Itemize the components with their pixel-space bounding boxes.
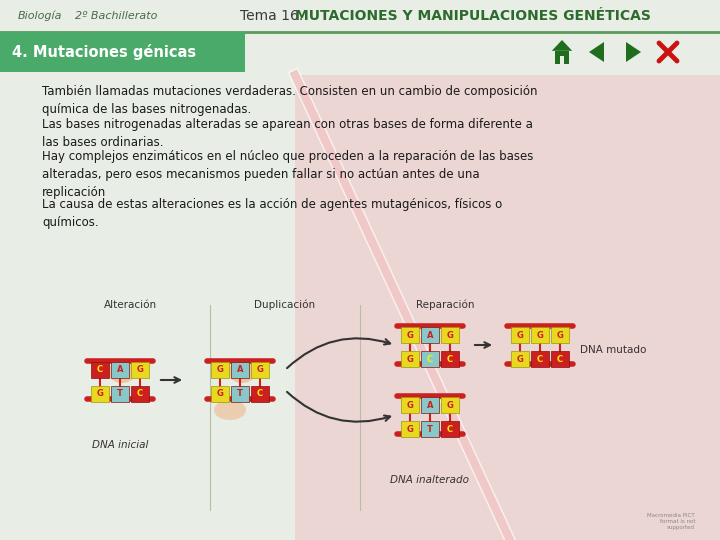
Bar bbox=[0, 32, 245, 72]
Text: Biología: Biología bbox=[18, 11, 63, 21]
Text: Hay complejos enzimáticos en el núcleo que proceden a la reparación de las bases: Hay complejos enzimáticos en el núcleo q… bbox=[42, 150, 534, 199]
Bar bbox=[131, 386, 149, 402]
Bar bbox=[91, 386, 109, 402]
Text: C: C bbox=[447, 354, 453, 363]
Bar bbox=[91, 362, 109, 378]
Text: Duplicación: Duplicación bbox=[254, 300, 315, 310]
Text: G: G bbox=[407, 330, 413, 340]
Text: G: G bbox=[536, 330, 544, 340]
Text: G: G bbox=[256, 366, 264, 375]
Polygon shape bbox=[552, 40, 572, 51]
Text: G: G bbox=[407, 424, 413, 434]
Text: G: G bbox=[137, 366, 143, 375]
Bar bbox=[401, 351, 419, 367]
Bar bbox=[131, 362, 149, 378]
Text: Tema 16.: Tema 16. bbox=[240, 9, 307, 23]
Text: G: G bbox=[557, 330, 564, 340]
Text: A: A bbox=[427, 330, 433, 340]
Polygon shape bbox=[295, 75, 720, 540]
Text: C: C bbox=[137, 389, 143, 399]
Bar bbox=[421, 351, 439, 367]
Bar bbox=[511, 351, 529, 367]
Bar bbox=[421, 421, 439, 437]
Bar bbox=[511, 327, 529, 343]
Text: T: T bbox=[237, 389, 243, 399]
Bar bbox=[421, 327, 439, 343]
Bar bbox=[441, 421, 459, 437]
Bar bbox=[441, 397, 459, 413]
Ellipse shape bbox=[108, 361, 136, 383]
Ellipse shape bbox=[214, 400, 246, 420]
Bar bbox=[231, 362, 249, 378]
Text: DNA mutado: DNA mutado bbox=[580, 345, 647, 355]
Text: A: A bbox=[117, 366, 123, 375]
Text: También llamadas mutaciones verdaderas. Consisten en un cambio de composición
qu: También llamadas mutaciones verdaderas. … bbox=[42, 85, 538, 116]
Text: C: C bbox=[447, 424, 453, 434]
Bar bbox=[111, 362, 129, 378]
Bar bbox=[251, 362, 269, 378]
Bar bbox=[231, 386, 249, 402]
Bar bbox=[555, 51, 570, 64]
Text: G: G bbox=[217, 389, 223, 399]
Bar bbox=[401, 421, 419, 437]
Bar bbox=[441, 327, 459, 343]
Bar bbox=[441, 351, 459, 367]
Text: G: G bbox=[96, 389, 104, 399]
Text: Las bases nitrogenadas alteradas se aparean con otras bases de forma diferente a: Las bases nitrogenadas alteradas se apar… bbox=[42, 118, 533, 149]
Text: G: G bbox=[407, 401, 413, 409]
Text: Reparación: Reparación bbox=[415, 300, 474, 310]
Text: MUTACIONES Y MANIPULACIONES GENÉTICAS: MUTACIONES Y MANIPULACIONES GENÉTICAS bbox=[295, 9, 651, 23]
Bar bbox=[401, 397, 419, 413]
Polygon shape bbox=[589, 42, 604, 62]
Bar bbox=[551, 351, 569, 367]
Text: G: G bbox=[407, 354, 413, 363]
Text: A: A bbox=[237, 366, 243, 375]
Bar bbox=[111, 386, 129, 402]
Bar bbox=[531, 351, 549, 367]
Text: C: C bbox=[557, 354, 563, 363]
Text: C: C bbox=[97, 366, 103, 375]
Bar bbox=[551, 327, 569, 343]
Text: T: T bbox=[117, 389, 123, 399]
Text: G: G bbox=[446, 330, 454, 340]
Text: A: A bbox=[427, 401, 433, 409]
Text: T: T bbox=[427, 424, 433, 434]
Text: 2º Bachillerato: 2º Bachillerato bbox=[75, 11, 158, 21]
Bar bbox=[531, 327, 549, 343]
Bar bbox=[0, 0, 720, 32]
Ellipse shape bbox=[228, 361, 256, 383]
Bar bbox=[559, 56, 564, 64]
Text: Alteración: Alteración bbox=[104, 300, 156, 310]
Bar bbox=[421, 397, 439, 413]
Text: G: G bbox=[516, 330, 523, 340]
Text: C: C bbox=[257, 389, 263, 399]
Text: Macromedia PICT
format is not
supported: Macromedia PICT format is not supported bbox=[647, 514, 695, 530]
Text: C: C bbox=[427, 354, 433, 363]
Text: G: G bbox=[217, 366, 223, 375]
Text: G: G bbox=[446, 401, 454, 409]
Polygon shape bbox=[626, 42, 641, 62]
Text: DNA inalterado: DNA inalterado bbox=[390, 475, 469, 485]
Text: 4. Mutaciones génicas: 4. Mutaciones génicas bbox=[12, 44, 196, 60]
Bar bbox=[251, 386, 269, 402]
Text: G: G bbox=[516, 354, 523, 363]
Bar bbox=[211, 362, 229, 378]
Text: La causa de estas alteraciones es la acción de agentes mutagénicos, físicos o
qu: La causa de estas alteraciones es la acc… bbox=[42, 198, 503, 229]
Text: C: C bbox=[537, 354, 543, 363]
Text: DNA inicial: DNA inicial bbox=[92, 440, 148, 450]
Bar bbox=[401, 327, 419, 343]
Bar bbox=[211, 386, 229, 402]
